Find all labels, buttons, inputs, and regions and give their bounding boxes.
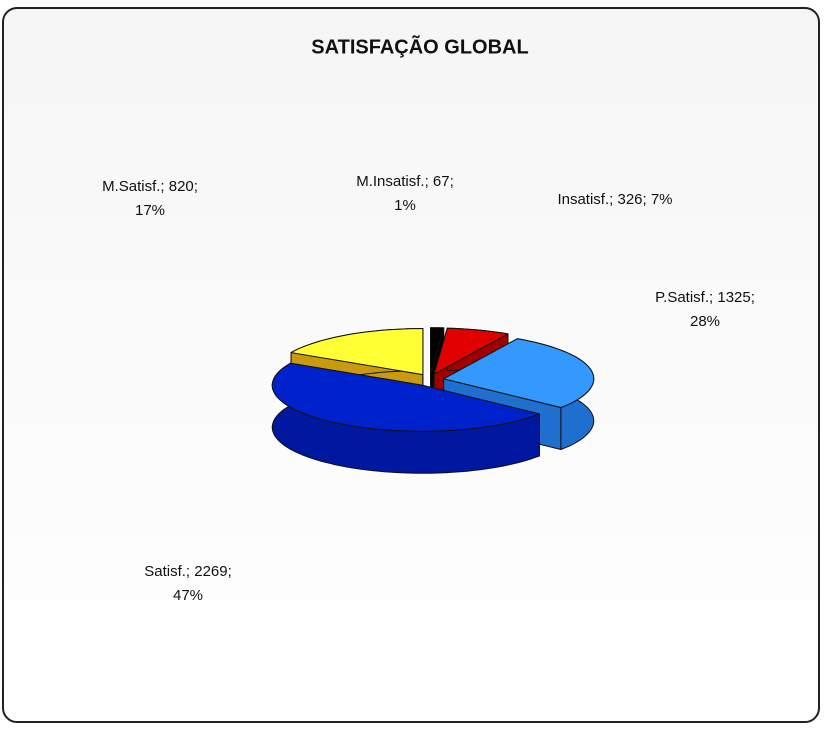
slice xyxy=(271,362,540,432)
data-label: P.Satisf.; 1325; xyxy=(655,289,755,306)
slice xyxy=(443,338,595,408)
data-label: Satisf.; 2269; xyxy=(144,563,232,580)
data-label: M.Insatisf.; 67; xyxy=(356,173,454,190)
data-label: 17% xyxy=(135,202,165,219)
chart-title: SATISFAÇÃO GLOBAL xyxy=(311,35,528,58)
slice xyxy=(433,327,509,375)
slice xyxy=(430,327,445,375)
data-label: 1% xyxy=(394,197,416,214)
data-label: Insatisf.; 326; 7% xyxy=(557,191,672,208)
data-label: M.Satisf.; 820; xyxy=(102,178,198,195)
slice xyxy=(290,328,424,376)
data-label: 28% xyxy=(690,313,720,330)
data-label: 47% xyxy=(173,587,203,604)
